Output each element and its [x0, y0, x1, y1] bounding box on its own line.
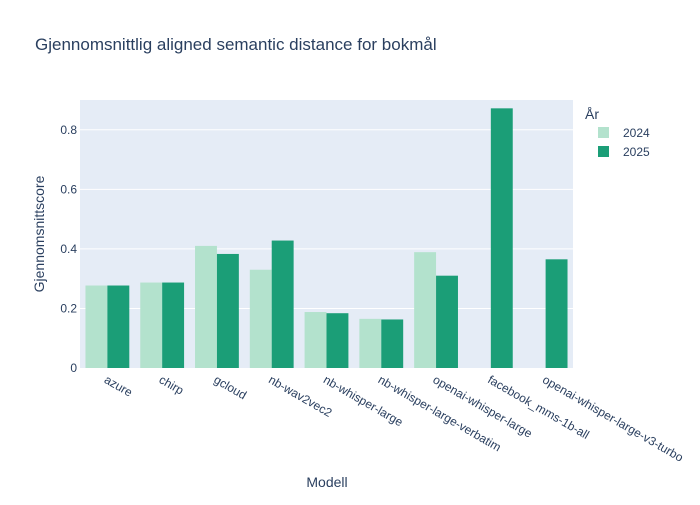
legend-title: År [585, 106, 599, 122]
bar-2024-nb-wav2vec2[interactable] [249, 269, 272, 368]
x-axis-ticks: azure chirp gcloud nb-wav2vec2nb-whisper-la… [102, 372, 686, 464]
bars-group [85, 108, 568, 369]
bar-2025-nb-whisper-large-verbatim[interactable] [381, 319, 404, 368]
y-axis-ticks: 0 0.2 0.4 0.6 0.8 [60, 123, 77, 375]
bar-2025-gcloud[interactable] [216, 253, 239, 368]
y-tick-label: 0.8 [60, 123, 77, 137]
y-tick-label: 0.2 [60, 301, 77, 315]
bar-2024-nb-whisper-large-verbatim[interactable] [359, 318, 382, 368]
bar-2025-facebook_mms-1b-all[interactable] [490, 108, 513, 369]
bar-2024-nb-whisper-large[interactable] [304, 312, 327, 368]
bar-2024-gcloud[interactable] [195, 245, 217, 368]
x-tick-label: chirp [157, 372, 187, 397]
x-tick-label: azure [102, 372, 135, 399]
x-axis-label: Modell [306, 474, 347, 490]
bar-2024-openai-whisper-large[interactable] [414, 252, 437, 368]
y-axis-label: Gjennomsnittscore [31, 175, 47, 292]
legend: År 2024 2025 [585, 106, 650, 159]
chart-title: Gjennomsnittlig aligned semantic distanc… [35, 35, 437, 54]
legend-swatch-2025[interactable] [598, 146, 609, 157]
legend-label-2025[interactable]: 2025 [623, 145, 650, 159]
bar-2025-openai-whisper-large-v3-turbo[interactable] [545, 259, 568, 368]
bar-2025-azure[interactable] [107, 285, 130, 368]
x-tick-label: gcloud [211, 372, 249, 402]
legend-swatch-2024[interactable] [598, 127, 609, 138]
bar-2025-nb-whisper-large[interactable] [326, 313, 349, 368]
y-tick-label: 0.4 [60, 242, 77, 256]
x-tick-label: facebook_mms-1b-all [485, 372, 591, 441]
bar-2024-chirp[interactable] [140, 282, 163, 368]
bar-2025-openai-whisper-large[interactable] [436, 275, 458, 368]
y-tick-label: 0.6 [60, 182, 77, 196]
bar-2025-nb-wav2vec2[interactable] [271, 240, 294, 368]
bar-2024-azure[interactable] [85, 285, 108, 368]
bar-2025-chirp[interactable] [162, 282, 185, 368]
legend-label-2024[interactable]: 2024 [623, 126, 650, 140]
y-tick-label: 0 [70, 361, 77, 375]
